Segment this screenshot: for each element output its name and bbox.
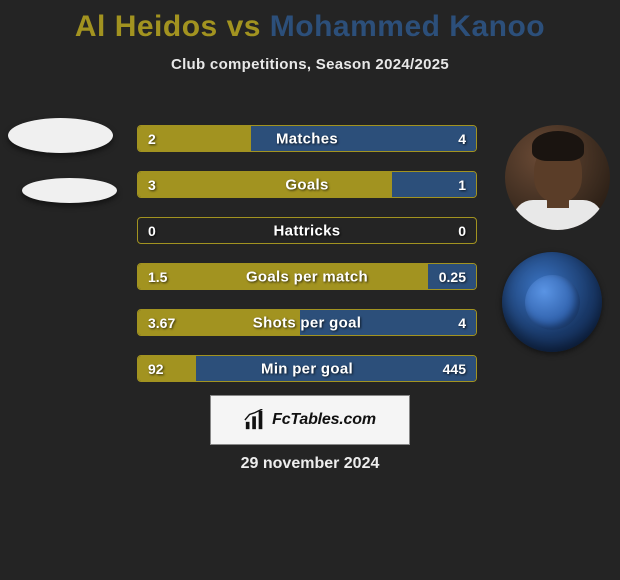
fctables-graph-icon bbox=[244, 409, 266, 431]
player2-club-logo bbox=[502, 252, 602, 352]
stats-container: 2Matches4 3Goals1 0Hattricks0 1.5Goals per … bbox=[137, 125, 477, 401]
stat-label: Goals per match bbox=[138, 268, 476, 285]
player2-avatar bbox=[505, 125, 610, 230]
face-graphic bbox=[505, 125, 610, 230]
vs-separator: vs bbox=[227, 10, 261, 43]
page-title: Al Heidos vs Mohammed Kanoo bbox=[0, 10, 620, 44]
stat-label: Goals bbox=[138, 176, 476, 193]
club-ball-icon bbox=[525, 275, 580, 330]
stat-value-right: 4 bbox=[458, 131, 466, 147]
stat-value-right: 4 bbox=[458, 315, 466, 331]
player2-name: Mohammed Kanoo bbox=[270, 10, 545, 43]
stat-value-right: 1 bbox=[458, 177, 466, 193]
stat-value-right: 0 bbox=[458, 223, 466, 239]
player1-name: Al Heidos bbox=[75, 10, 218, 43]
player1-avatar-placeholder bbox=[8, 118, 113, 153]
branding-box[interactable]: FcTables.com bbox=[210, 395, 410, 445]
date-label: 29 november 2024 bbox=[0, 455, 620, 473]
stat-label: Min per goal bbox=[138, 360, 476, 377]
player1-club-placeholder bbox=[22, 178, 117, 203]
stat-row: 1.5Goals per match0.25 bbox=[137, 263, 477, 290]
player-photo-icon bbox=[505, 125, 610, 230]
stat-value-right: 445 bbox=[443, 361, 466, 377]
branding-text: FcTables.com bbox=[272, 411, 376, 429]
stat-row: 3Goals1 bbox=[137, 171, 477, 198]
header: Al Heidos vs Mohammed Kanoo Club competi… bbox=[0, 0, 620, 73]
stat-label: Shots per goal bbox=[138, 314, 476, 331]
stat-row: 2Matches4 bbox=[137, 125, 477, 152]
stat-value-right: 0.25 bbox=[439, 269, 466, 285]
stat-row: 3.67Shots per goal4 bbox=[137, 309, 477, 336]
stat-row: 0Hattricks0 bbox=[137, 217, 477, 244]
stat-row: 92Min per goal445 bbox=[137, 355, 477, 382]
stat-label: Matches bbox=[138, 130, 476, 147]
stat-label: Hattricks bbox=[138, 222, 476, 239]
subtitle: Club competitions, Season 2024/2025 bbox=[0, 56, 620, 73]
